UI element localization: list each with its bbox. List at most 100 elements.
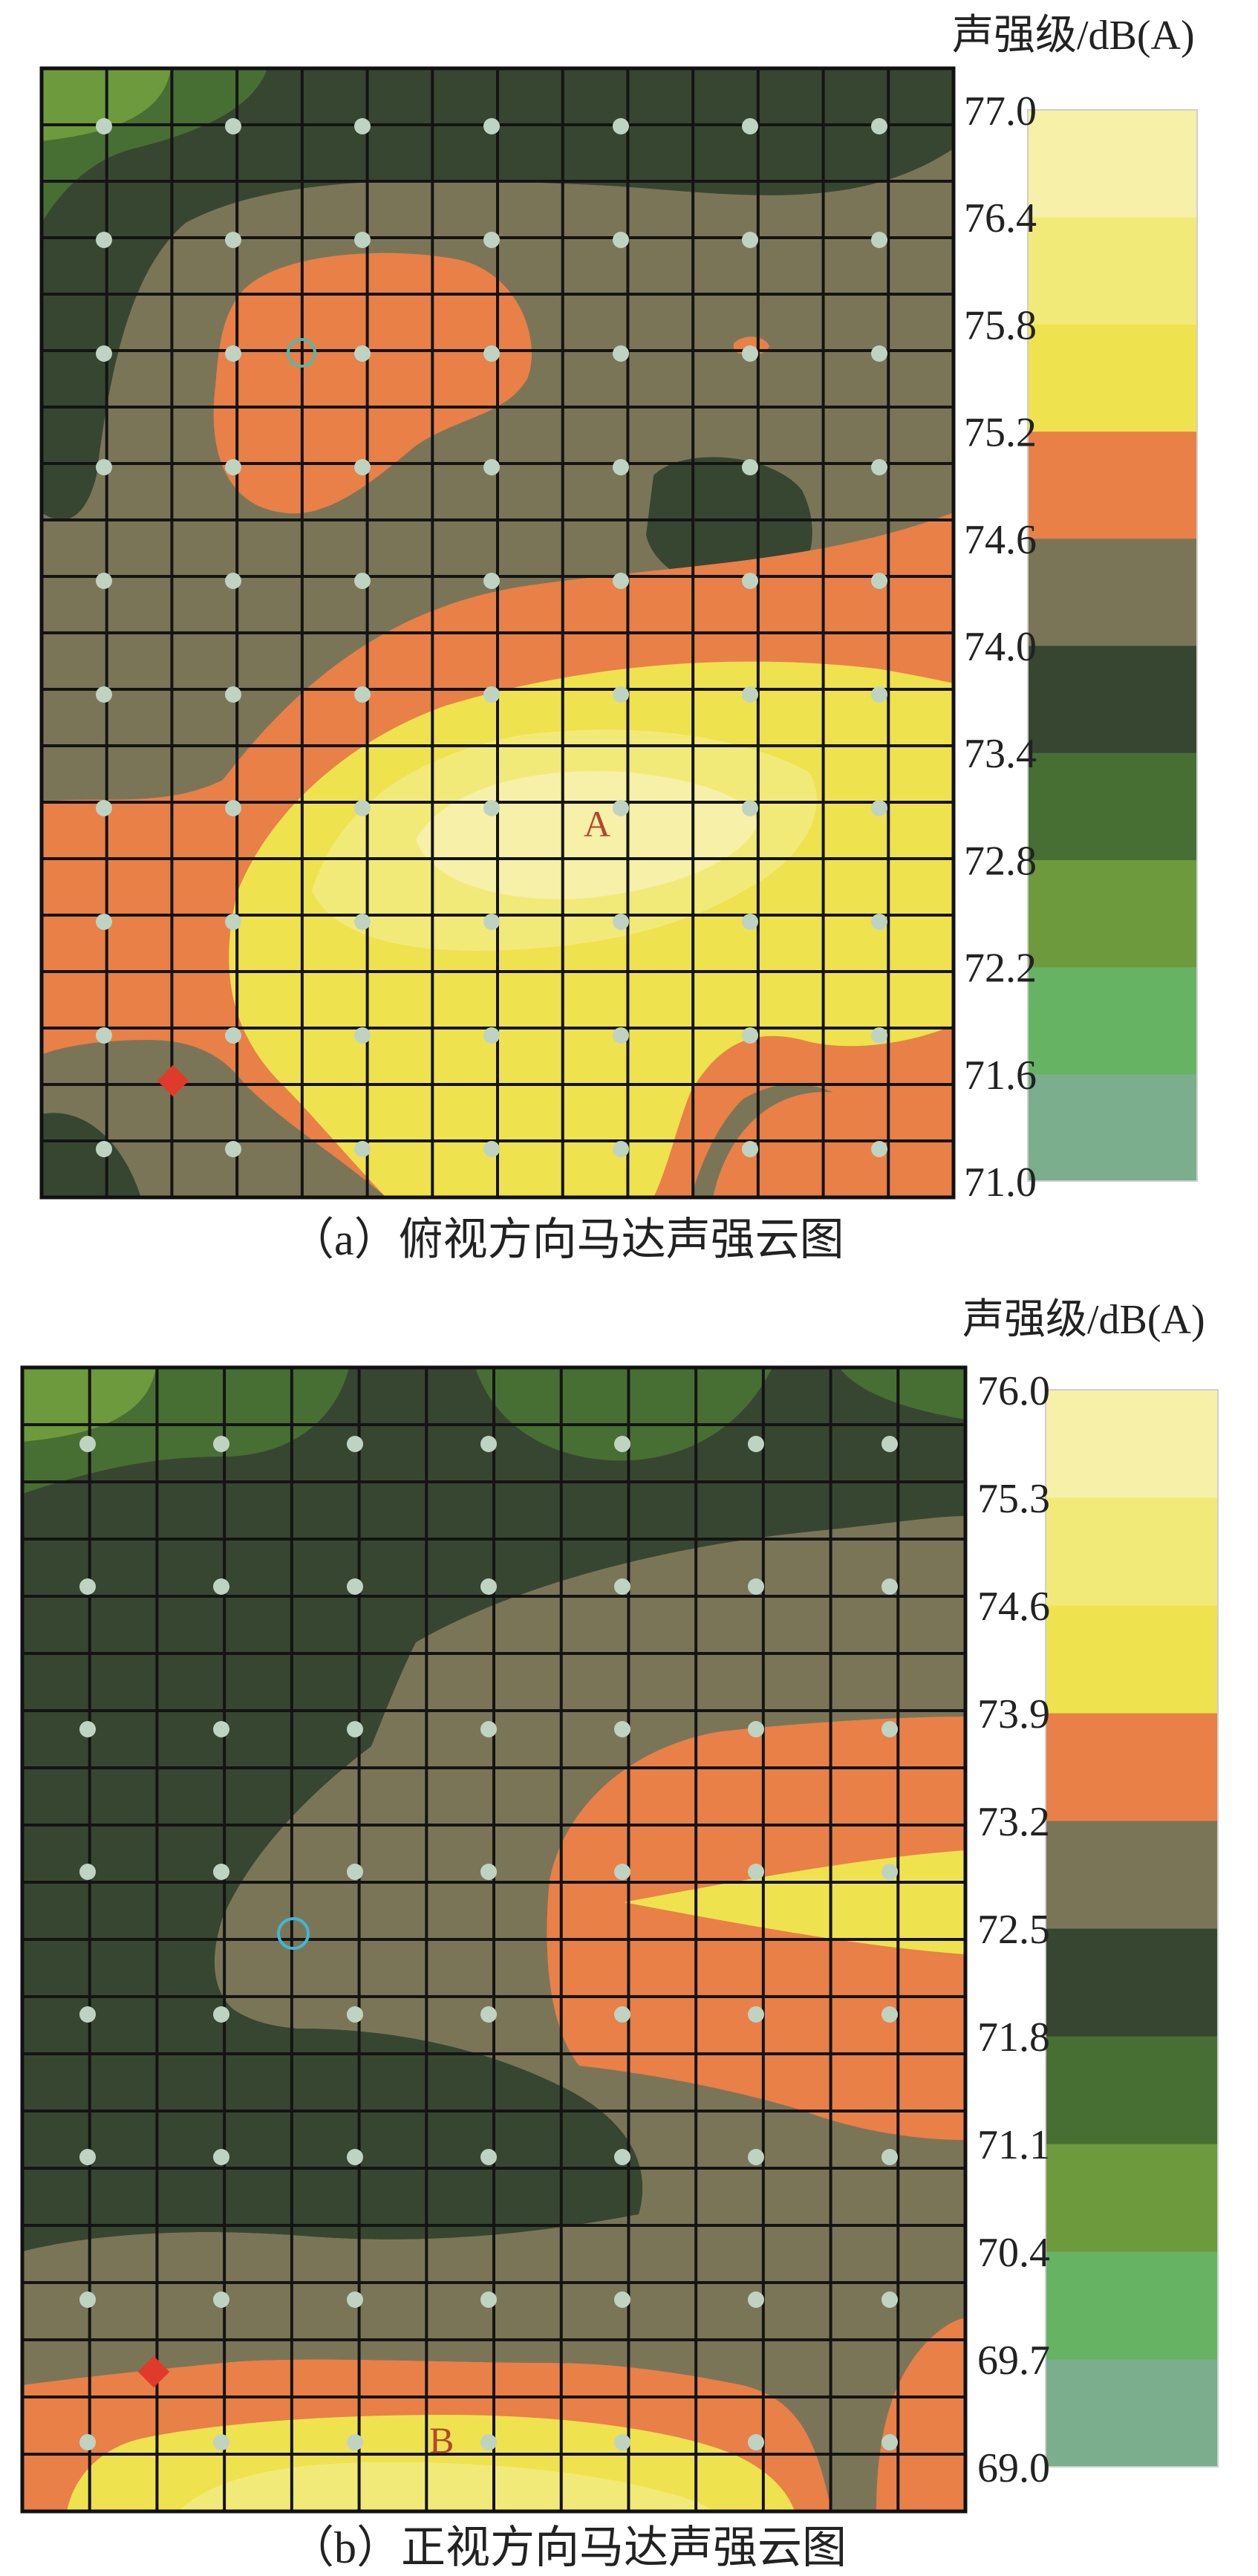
b-sample-point (79, 2006, 96, 2023)
b-sample-point (614, 2149, 630, 2165)
b-sample-point (480, 1578, 497, 1595)
colorbar-tick-label: 74.0 (964, 624, 1037, 670)
colorbar-segment (1028, 217, 1197, 325)
b-sample-point (79, 2149, 96, 2165)
b-sample-point (480, 2149, 497, 2165)
region-b-orange-wedge (547, 1717, 965, 2140)
a-sample-point (613, 118, 629, 134)
colorbar-tick-label: 74.6 (964, 517, 1037, 563)
b-sample-point (480, 2006, 497, 2023)
a-sample-point (742, 1141, 758, 1157)
frame-b (20, 1365, 968, 2514)
a-sample-point (613, 1141, 629, 1157)
point-label-a: A (584, 803, 611, 845)
a-sample-point (613, 345, 629, 362)
a-sample-point (225, 1027, 241, 1044)
colorbar-tick-label: 72.5 (977, 1907, 1050, 1953)
b-sample-point (347, 2006, 363, 2023)
a-sample-point (354, 345, 371, 362)
b-sample-point (213, 1578, 229, 1595)
colorbar-tick-label: 71.1 (977, 2122, 1050, 2168)
b-sample-point (213, 2292, 229, 2308)
a-sample-point (613, 1027, 629, 1044)
b-sample-point (748, 1436, 764, 1452)
b-sample-point (347, 2149, 363, 2165)
a-sample-point (742, 232, 758, 248)
colorbar-tick-label: 75.3 (977, 1476, 1050, 1522)
b-sample-point (79, 1578, 96, 1595)
b-sample-point (881, 1436, 898, 1452)
grid-b (22, 1367, 965, 2511)
a-sample-point (871, 686, 887, 703)
a-sample-point (96, 1141, 112, 1157)
a-sample-point (613, 800, 629, 816)
a-sample-point (483, 345, 500, 362)
a-sample-point (742, 800, 758, 816)
colorbar-segment (1028, 324, 1197, 432)
a-sample-point (871, 914, 887, 930)
b-sample-point (79, 1864, 96, 1880)
b-sample-point (614, 1436, 630, 1452)
b-sample-point (881, 2006, 898, 2023)
a-sample-point (225, 914, 241, 930)
b-sample-point (614, 2006, 630, 2023)
b-sample-point (614, 1578, 630, 1595)
colorbar-segment (1028, 1073, 1197, 1182)
a-sample-point (742, 459, 758, 475)
colorbar-tick-label: 71.8 (977, 2014, 1050, 2061)
b-sample-point (480, 2434, 497, 2450)
heatmap-a-svg: 77.0 76.4 75.8 75.2 74.6 74.0 73.4 72.8 72.2 71.6… (39, 66, 1198, 1206)
b-sample-point (881, 1864, 898, 1880)
caption-a: （a）俯视方向马达声强云图 (290, 1215, 844, 1264)
a-sample-point (613, 914, 629, 930)
colorbar-tick-label: 71.0 (964, 1159, 1037, 1206)
colorbar-tick-label: 77.0 (964, 88, 1037, 134)
colorbar-title-a: 声强级/dB(A) (952, 13, 1195, 59)
b-sample-point (480, 1436, 497, 1452)
a-sample-point (96, 573, 112, 589)
region-a-dark-bottom-left (42, 1113, 141, 1197)
b-sample-point (881, 2434, 898, 2450)
b-sample-point (79, 2292, 96, 2308)
colorbar-a: 77.0 76.4 75.8 75.2 74.6 74.0 73.4 72.8 72.2 71.6… (964, 88, 1198, 1206)
a-sample-point (96, 686, 112, 703)
colorbar-segment (1028, 538, 1197, 646)
region-a-orange-upper (213, 253, 532, 514)
b-sample-point (881, 1721, 898, 1737)
colorbar-segment (1028, 110, 1197, 218)
b-sample-point (748, 2292, 764, 2308)
a-sample-point (871, 118, 887, 134)
a-sample-point (871, 800, 887, 816)
a-sample-point (225, 800, 241, 816)
a-sample-point (742, 686, 758, 703)
colorbar-tick-label: 72.2 (964, 946, 1037, 992)
a-sample-point (483, 1027, 500, 1044)
a-sample-point (871, 1027, 887, 1044)
b-sample-point (614, 2292, 630, 2308)
colorbar-segment (1028, 752, 1197, 860)
frame-a (39, 66, 956, 1200)
a-sample-point (483, 686, 500, 703)
a-sample-point (742, 345, 758, 362)
b-sample-point (748, 1578, 764, 1595)
a-sample-point (483, 573, 500, 589)
a-sample-point (354, 914, 371, 930)
colorbar-segment (1046, 2036, 1218, 2144)
colorbar-tick-label: 73.4 (964, 731, 1037, 777)
b-sample-point (347, 1436, 363, 1452)
b-sample-point (748, 2434, 764, 2450)
colorbar-tick-label: 73.9 (977, 1691, 1050, 1737)
a-sample-point (225, 232, 241, 248)
region-a-orange-bottom-right (713, 1092, 943, 1197)
colorbar-segment (1046, 1821, 1218, 1929)
b-sample-point (881, 1578, 898, 1595)
region-b-yellow-wedge (624, 1850, 965, 1954)
heatmap-b-svg: 76.0 75.3 74.6 73.9 73.2 72.5 71.8 71.1 70.4 69.7… (20, 1365, 1219, 2514)
b-sample-point (79, 1436, 96, 1452)
a-sample-point (354, 459, 371, 475)
a-sample-point (225, 573, 241, 589)
colorbar-segment (1028, 431, 1197, 539)
a-sample-point (483, 459, 500, 475)
panel-b: 76.0 75.3 74.6 73.9 73.2 72.5 71.8 71.1 70.4 69.7… (0, 1286, 1258, 2572)
b-sample-point (213, 1721, 229, 1737)
